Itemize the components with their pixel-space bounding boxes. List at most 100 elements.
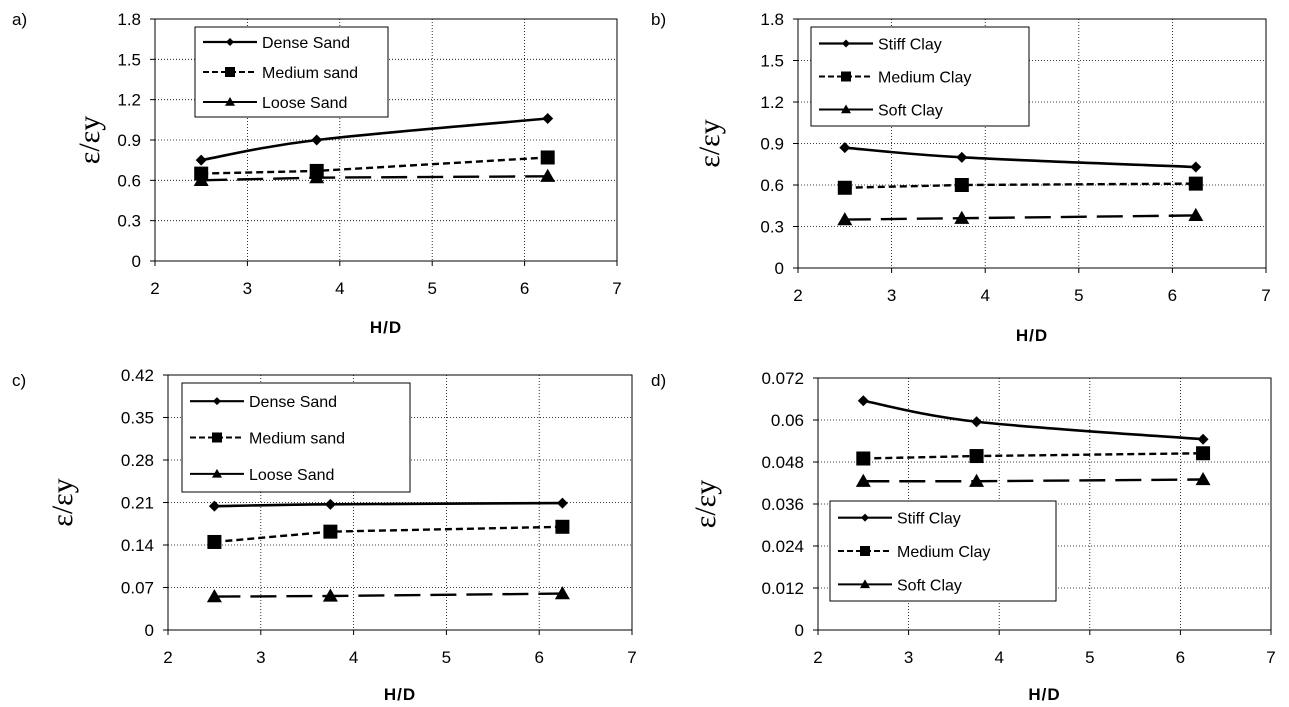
x-tick-label: 7 — [1266, 648, 1275, 667]
data-point-triangle — [309, 170, 325, 184]
series-line-3 — [863, 478, 1204, 483]
data-point-triangle — [837, 212, 853, 226]
x-tick-label: 7 — [627, 648, 636, 667]
y-tick-label: 0.06 — [771, 411, 804, 430]
data-point-diamond — [857, 395, 869, 407]
y-axis-label: ε/εy — [73, 116, 106, 165]
data-point-diamond — [839, 142, 851, 154]
y-tick-label: 0 — [145, 621, 154, 640]
data-point-diamond — [971, 416, 983, 428]
legend-marker-diamond — [213, 397, 221, 406]
x-tick-label: 4 — [994, 648, 1003, 667]
y-tick-label: 0.024 — [761, 537, 804, 556]
panel-label: a) — [12, 10, 27, 29]
legend-label: Stiff Clay — [878, 37, 942, 54]
series-line-1 — [844, 146, 1196, 169]
series-line-3 — [844, 214, 1196, 221]
x-tick-label: 4 — [980, 286, 989, 305]
data-point-square — [1196, 446, 1211, 461]
y-tick-label: 0.072 — [761, 369, 804, 388]
legend-label: Soft Clay — [878, 103, 943, 120]
x-tick-label: 2 — [813, 648, 822, 667]
chart-panel-2: b) 2 3 4 5 6 7 0 0.3 0.6 0.9 1.2 1.5 1.8 H/D ε/εy Stiff … — [651, 10, 1271, 345]
x-tick-label: 6 — [1168, 286, 1177, 305]
y-tick-label: 0.3 — [760, 218, 784, 237]
y-tick-label: 0.07 — [121, 579, 154, 598]
legend-marker-triangle — [841, 104, 851, 114]
data-point-diamond — [311, 134, 323, 146]
legend-label: Medium sand — [249, 431, 345, 448]
legend-marker-square — [212, 432, 222, 443]
y-tick-label: 0.036 — [761, 495, 804, 514]
legend-label: Dense Sand — [249, 394, 337, 411]
y-tick-label: 1.8 — [760, 10, 784, 29]
data-point-square — [540, 150, 555, 165]
data-point-diamond — [542, 112, 554, 124]
legend-label: Medium Clay — [878, 70, 971, 87]
panel-label: b) — [651, 10, 666, 29]
x-tick-label: 2 — [150, 279, 159, 298]
data-point-square — [969, 449, 984, 464]
x-tick-label: 4 — [335, 279, 344, 298]
legend-marker-diamond — [226, 38, 234, 46]
legend: Stiff Clay Medium Clay Soft Clay — [810, 26, 1030, 127]
legend-label: Loose Sand — [262, 95, 347, 112]
x-tick-label: 3 — [256, 648, 265, 667]
legend-label: Medium Clay — [897, 544, 990, 561]
data-point-diamond — [1190, 161, 1202, 173]
x-tick-label: 3 — [243, 279, 252, 298]
data-point-triangle — [540, 168, 556, 182]
x-axis-label: H/D — [1028, 685, 1060, 704]
data-point-triangle — [193, 172, 209, 186]
data-point-triangle — [969, 473, 985, 487]
x-tick-label: 4 — [349, 648, 358, 667]
legend-marker-square — [860, 546, 870, 556]
data-point-diamond — [324, 498, 336, 510]
data-point-square — [1188, 176, 1203, 191]
series-line-1 — [863, 399, 1204, 441]
series-line-3 — [201, 175, 548, 182]
panel-label: d) — [651, 371, 666, 390]
x-axis-label: H/D — [384, 685, 416, 704]
data-point-triangle — [554, 586, 570, 600]
x-tick-label: 6 — [1176, 648, 1185, 667]
x-tick-label: 7 — [612, 279, 621, 298]
x-axis-label: H/D — [370, 318, 402, 337]
legend-label: Stiff Clay — [897, 511, 961, 528]
chart-panel-1: a) 2 3 4 5 6 7 0 0.3 0.6 0.9 1.2 1.5 1.8 H/D ε/εy Dense … — [12, 10, 622, 337]
y-tick-label: 0.9 — [117, 131, 141, 150]
series-line-2 — [214, 525, 563, 544]
y-axis-label: ε/εy — [693, 119, 726, 168]
legend-marker-diamond — [842, 39, 850, 48]
legend-label: Loose Sand — [249, 467, 334, 484]
y-tick-label: 0.14 — [121, 536, 154, 555]
x-tick-label: 3 — [887, 286, 896, 305]
x-tick-label: 2 — [163, 648, 172, 667]
y-tick-label: 0.28 — [121, 451, 154, 470]
data-point-square — [555, 519, 570, 534]
series-line-1 — [200, 117, 548, 162]
y-tick-label: 1.8 — [117, 10, 141, 29]
legend-marker-square — [841, 71, 851, 82]
x-axis-label: H/D — [1016, 326, 1048, 345]
x-tick-label: 5 — [1085, 648, 1094, 667]
y-tick-label: 1.2 — [760, 93, 784, 112]
y-tick-label: 0 — [775, 259, 784, 278]
legend-label: Medium sand — [262, 65, 358, 82]
x-tick-label: 3 — [904, 648, 913, 667]
data-point-triangle — [1195, 472, 1211, 486]
y-tick-label: 0.3 — [117, 212, 141, 231]
y-tick-label: 0.9 — [760, 135, 784, 154]
data-point-diamond — [1197, 433, 1209, 445]
data-point-diamond — [208, 500, 220, 512]
series-line-2 — [863, 452, 1204, 460]
data-point-square — [207, 534, 222, 549]
legend-marker-triangle — [212, 468, 222, 478]
y-tick-label: 0.6 — [117, 171, 141, 190]
y-tick-label: 0.42 — [121, 366, 154, 385]
y-tick-label: 0.35 — [121, 409, 154, 428]
legend: Stiff Clay Medium Clay Soft Clay — [829, 500, 1057, 602]
x-tick-label: 5 — [1074, 286, 1083, 305]
y-tick-label: 0.6 — [760, 176, 784, 195]
